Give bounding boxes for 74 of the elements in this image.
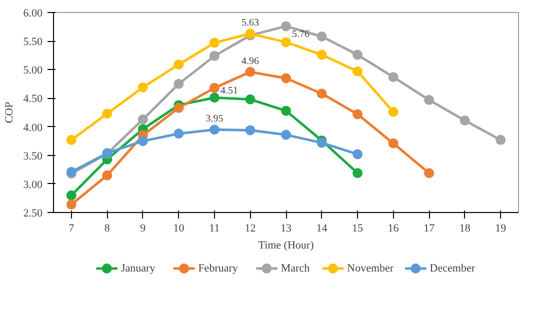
y-tick-label: 4.50 (23, 93, 43, 106)
point (460, 116, 470, 126)
point (316, 32, 327, 42)
x-tick-label: 7 (68, 222, 75, 234)
point (174, 102, 184, 113)
point (281, 130, 291, 140)
y-axis-title: COP (3, 102, 16, 124)
y-tick-label: 5.00 (23, 64, 43, 77)
y-tick-label: 3.50 (23, 150, 43, 162)
point (316, 138, 327, 148)
legend-label: February (198, 262, 238, 274)
y-tick-label: 5.50 (23, 36, 43, 48)
x-tick-label: 16 (388, 222, 400, 234)
x-tick-label: 9 (140, 222, 146, 234)
point (352, 168, 363, 178)
point (352, 109, 363, 120)
point (174, 128, 184, 139)
x-tick-label: 19 (495, 222, 507, 234)
point (352, 66, 363, 76)
point (388, 72, 398, 82)
legend-label: November (347, 262, 394, 274)
x-tick-label: 10 (173, 222, 185, 234)
point (424, 168, 434, 178)
point (174, 60, 184, 70)
point (245, 94, 256, 104)
point (66, 134, 76, 145)
x-tick-label: 11 (209, 222, 220, 234)
data-label: 4.96 (241, 56, 259, 67)
x-tick-label: 17 (424, 222, 436, 234)
point (388, 138, 398, 148)
x-tick-label: 14 (316, 222, 328, 234)
legend-label: March (280, 262, 310, 274)
legend-label: January (120, 262, 156, 274)
point (424, 94, 434, 105)
legend-label: December (430, 262, 476, 274)
data-label: 5.63 (241, 18, 259, 29)
point (352, 50, 363, 60)
point (245, 66, 256, 77)
y-tick-label: 2.50 (23, 208, 43, 220)
point (388, 106, 398, 117)
data-label: 4.51 (220, 86, 238, 97)
point (496, 134, 506, 145)
point (66, 200, 76, 210)
point (102, 108, 112, 119)
x-tick-label: 18 (459, 222, 471, 234)
point (352, 149, 363, 160)
point (209, 82, 220, 93)
y-tick-label: 6.00 (23, 8, 43, 20)
point (209, 50, 220, 61)
point (281, 106, 291, 116)
x-axis-title: Time (Hour) (258, 240, 314, 252)
point (174, 78, 184, 89)
point (209, 92, 220, 103)
x-tick-label: 12 (244, 222, 256, 234)
point (138, 82, 148, 92)
point (281, 37, 291, 48)
point (138, 136, 148, 146)
point (281, 73, 291, 84)
point (102, 170, 112, 180)
data-label: 3.95 (206, 114, 224, 125)
point (316, 88, 327, 99)
point (245, 125, 256, 136)
point (209, 124, 220, 135)
point (281, 21, 291, 32)
point (209, 38, 220, 48)
point (66, 190, 76, 200)
y-tick-label: 3.00 (23, 178, 43, 191)
x-tick-label: 8 (104, 222, 110, 234)
x-tick-label: 15 (352, 222, 364, 234)
point (316, 50, 327, 60)
y-tick-label: 4.00 (23, 122, 43, 134)
data-label: 5.76 (292, 29, 310, 40)
x-tick-label: 13 (280, 222, 292, 234)
point (138, 114, 148, 124)
